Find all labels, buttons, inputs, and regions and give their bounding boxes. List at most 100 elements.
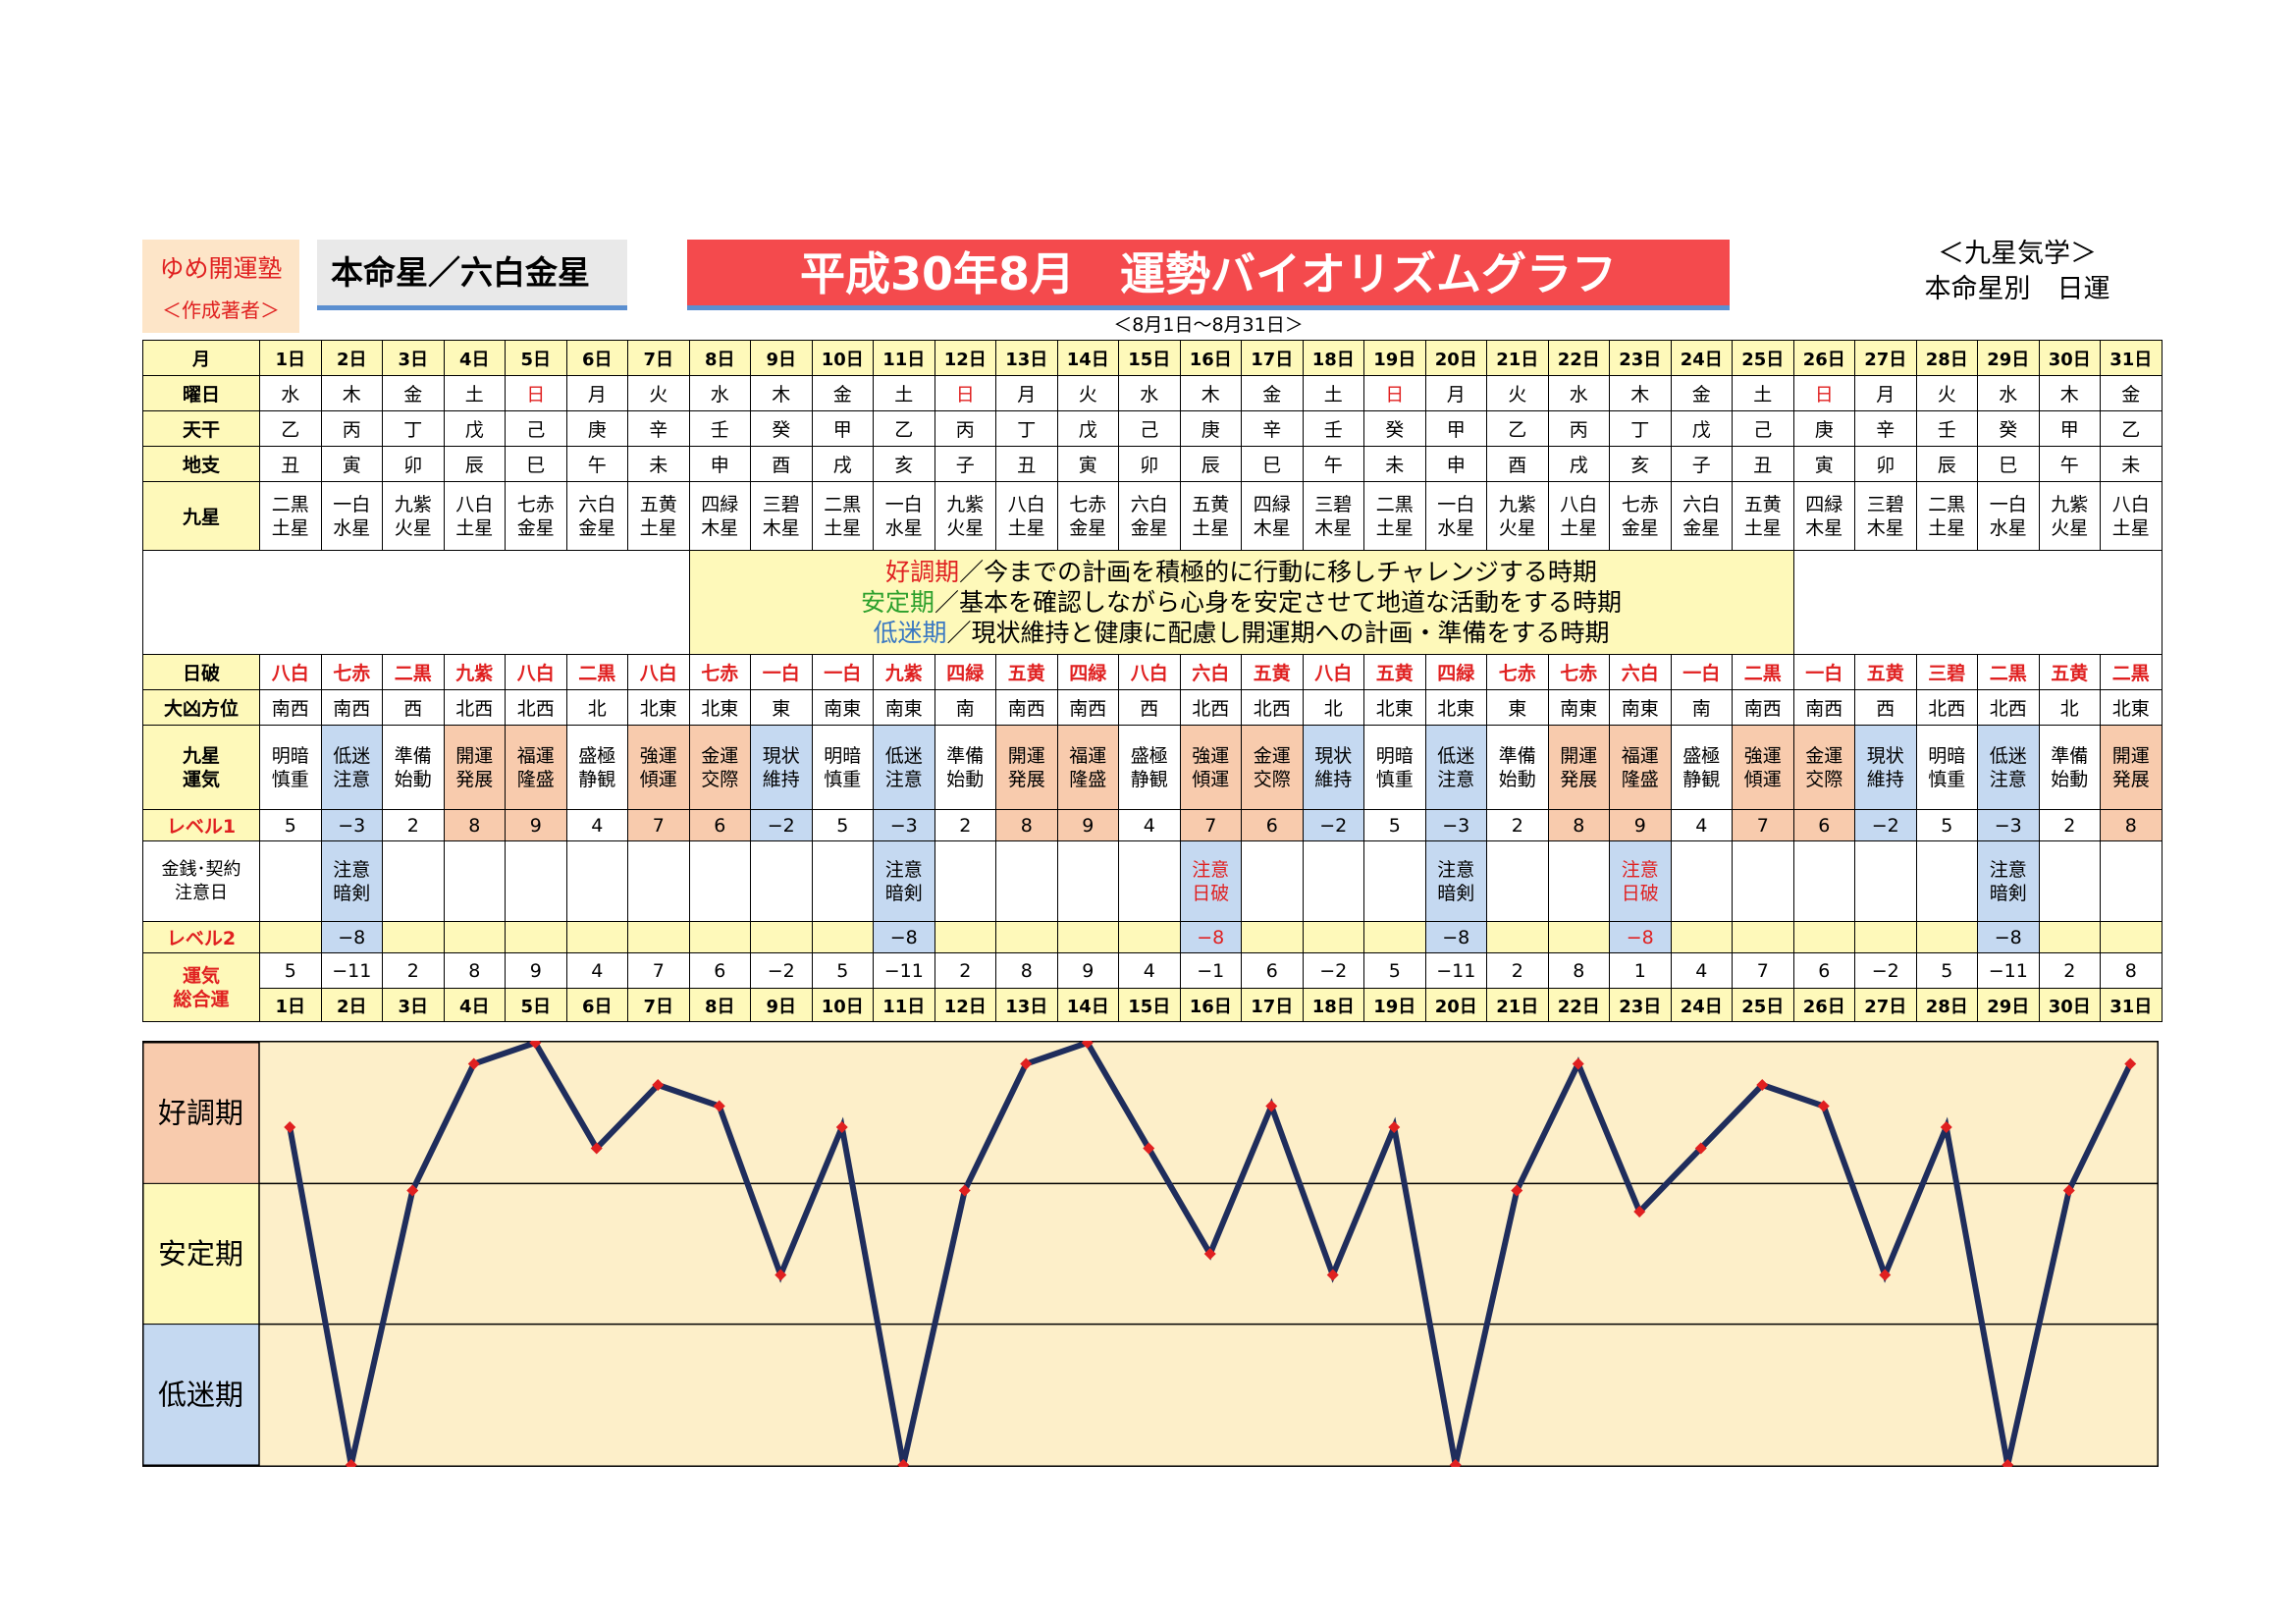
level1-cell-text: 7 — [652, 814, 665, 837]
label-nippa: 日破 — [142, 654, 260, 690]
daikyo-cell: 南東 — [1547, 689, 1610, 726]
day-cell-text: 11日 — [882, 349, 926, 370]
daikyo-cell-text: 南 — [955, 698, 975, 720]
level1-cell: 2 — [2038, 809, 2101, 841]
unki-cell-text: 福運 — [516, 744, 555, 767]
unki-cell: 明暗 慎重 — [1915, 725, 1978, 810]
zone-label-box — [142, 1324, 260, 1466]
level2-cell-text: −8 — [1442, 926, 1470, 948]
kyusei-cell: 三碧 木星 — [1302, 481, 1364, 551]
total-cell: −2 — [1854, 952, 1917, 989]
chishi-cell: 申 — [688, 446, 751, 482]
day-cell: 24日 — [1670, 340, 1733, 376]
day-cell: 16日 — [1179, 340, 1242, 376]
unki-cell: 盛極 静観 — [565, 725, 628, 810]
day-cell-text: 13日 — [1005, 349, 1048, 370]
kyusei-cell-text: 一白 — [884, 493, 923, 515]
unki-cell-text: 注意 — [884, 768, 923, 790]
total-cell: 6 — [688, 952, 751, 989]
data-point — [467, 1057, 480, 1070]
daikyo-cell: 南西 — [1732, 689, 1794, 726]
row-nippa: 日破 八白 七赤 二黒 九紫 八白 二黒 八白 七赤 一白 一白 九紫 四緑 五黄 四緑 八白 六白 五黄 八白 五黄… — [142, 654, 2163, 690]
day-cell-bottom-text: 15日 — [1128, 996, 1171, 1017]
chishi-cell: 申 — [1424, 446, 1487, 482]
kyusei-cell-text: 二黒 — [271, 493, 309, 515]
chishi-cell: 巳 — [1977, 446, 2040, 482]
nippa-cell: 六白 — [1609, 654, 1672, 690]
kyusei-cell-text: 土星 — [1743, 516, 1782, 539]
weekday-cell-text: 月 — [587, 384, 607, 406]
kyusei-cell: 四緑 木星 — [688, 481, 751, 551]
unki-cell-text: 金運 — [1805, 744, 1843, 767]
tenkan-cell: 辛 — [1241, 410, 1304, 447]
kyusei-cell-text: 土星 — [1007, 516, 1045, 539]
tenkan-cell: 癸 — [750, 410, 813, 447]
unki-cell-text: 明暗 — [1928, 744, 1966, 767]
unki-cell-text: 盛極 — [1130, 744, 1168, 767]
day-cell: 1日 — [259, 340, 322, 376]
total-cell: 4 — [565, 952, 628, 989]
day-cell-bottom-text: 10日 — [821, 996, 864, 1017]
unki-cell: 強運 傾運 — [627, 725, 690, 810]
kyusei-cell-text: 三碧 — [1314, 493, 1353, 515]
daikyo-cell-text: 南西 — [271, 698, 309, 720]
weekday-cell-text: 火 — [1508, 384, 1527, 406]
chishi-cell: 亥 — [1609, 446, 1672, 482]
kyusei-cell-text: 火星 — [946, 516, 985, 539]
kyusei-cell: 九紫 火星 — [2038, 481, 2101, 551]
day-cell-bottom-text: 24日 — [1680, 996, 1723, 1017]
total-cell-text: 7 — [1756, 959, 1769, 982]
unki-cell: 強運 傾運 — [1179, 725, 1242, 810]
level1-cell: 5 — [1363, 809, 1426, 841]
row-daikyo: 大凶方位 南西 南西西北西 北西北北東 北東東南東 南東南南西 南西西北西 北西北北東 北東東南… — [142, 689, 2163, 726]
level1-cell-text: −3 — [1994, 814, 2022, 837]
weekday-cell-text: 日 — [1385, 384, 1405, 406]
tenkan-cell-text: 乙 — [281, 419, 300, 441]
level1-cell: 8 — [1547, 809, 1610, 841]
day-cell-bottom-text: 28日 — [1925, 996, 1968, 1017]
daikyo-cell: 南東 — [1609, 689, 1672, 726]
unki-cell-text: 始動 — [1498, 768, 1536, 790]
legend-term: 好調期 — [885, 558, 960, 586]
weekday-cell: 水 — [1977, 375, 2040, 411]
tenkan-cell-text: 癸 — [1385, 419, 1405, 441]
weekday-cell: 月 — [995, 375, 1058, 411]
nippa-cell-text: 六白 — [1621, 663, 1659, 684]
weekday-cell-text: 土 — [464, 384, 484, 406]
nippa-cell-text: 五黄 — [1866, 663, 1904, 684]
daikyo-cell-text: 東 — [772, 698, 791, 720]
legend-text: ／基本を確認しながら心身を安定させて地道な活動をする時期 — [934, 588, 1623, 617]
level2-cell — [1056, 921, 1119, 953]
unki-cell-text: 始動 — [946, 768, 985, 790]
daikyo-cell: 北西 — [505, 689, 567, 726]
tenkan-cell: 庚 — [1792, 410, 1855, 447]
tenkan-cell-text: 乙 — [1508, 419, 1527, 441]
day-cell-text: 25日 — [1741, 349, 1785, 370]
daikyo-cell: 北東 — [1363, 689, 1426, 726]
label-nippa-text: 日破 — [182, 663, 220, 684]
day-cell-bottom: 31日 — [2100, 988, 2163, 1022]
data-point — [1388, 1121, 1401, 1133]
legend-line: 低迷期／現状維持と健康に配慮し開運期への計画・準備をする時期 — [690, 618, 1792, 648]
weekday-cell: 土 — [1302, 375, 1364, 411]
label-total-text: 総合運 — [173, 988, 230, 1010]
nippa-cell: 八白 — [505, 654, 567, 690]
kyusei-cell-text: 二黒 — [1375, 493, 1414, 515]
data-point — [1326, 1269, 1339, 1281]
daikyo-cell: 北 — [2038, 689, 2101, 726]
day-cell: 26日 — [1792, 340, 1855, 376]
kyusei-cell: 八白 土星 — [2100, 481, 2163, 551]
unki-cell: 福運 隆盛 — [505, 725, 567, 810]
day-cell-text: 19日 — [1373, 349, 1416, 370]
level1-cell: 6 — [688, 809, 751, 841]
zone-label: 好調期 — [158, 1097, 243, 1130]
day-cell-bottom: 3日 — [382, 988, 445, 1022]
day-cell-bottom-text: 21日 — [1496, 996, 1539, 1017]
nippa-cell-text: 二黒 — [2111, 663, 2150, 684]
chishi-cell-text: 午 — [587, 455, 607, 476]
level1-cell: 9 — [505, 809, 567, 841]
kyusei-cell: 一白 水星 — [1424, 481, 1487, 551]
unki-cell: 明暗 慎重 — [811, 725, 874, 810]
tenkan-cell-text: 甲 — [2059, 419, 2079, 441]
total-cell-text: 4 — [1695, 959, 1708, 982]
